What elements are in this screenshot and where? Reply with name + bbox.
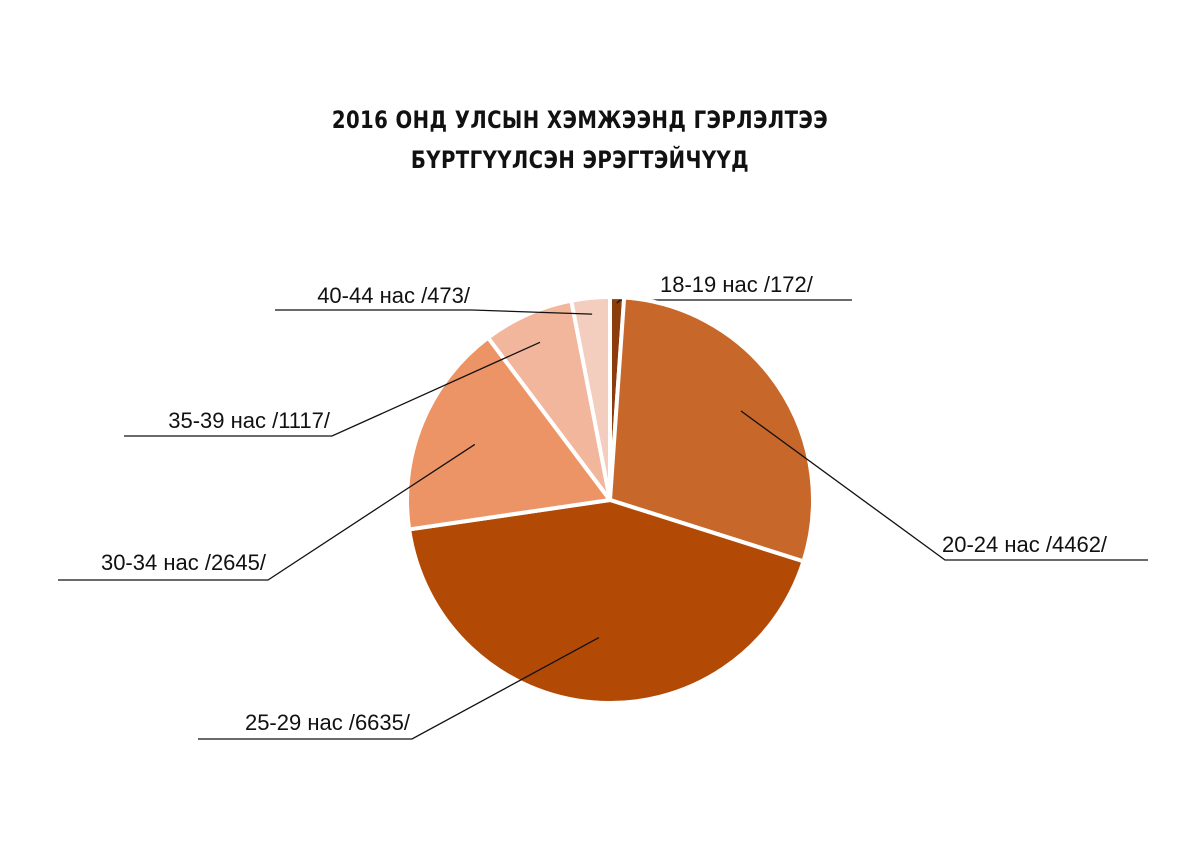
slice-label-2: 20-24 нас /4462/ <box>942 532 1108 557</box>
slice-label-1: 18-19 нас /172/ <box>660 272 814 297</box>
slice-label-3: 25-29 нас /6635/ <box>245 710 411 735</box>
slice-label-4: 30-34 нас /2645/ <box>101 550 267 575</box>
slice-label-6: 40-44 нас /473/ <box>317 283 471 308</box>
slice-label-5: 35-39 нас /1117/ <box>168 408 331 433</box>
